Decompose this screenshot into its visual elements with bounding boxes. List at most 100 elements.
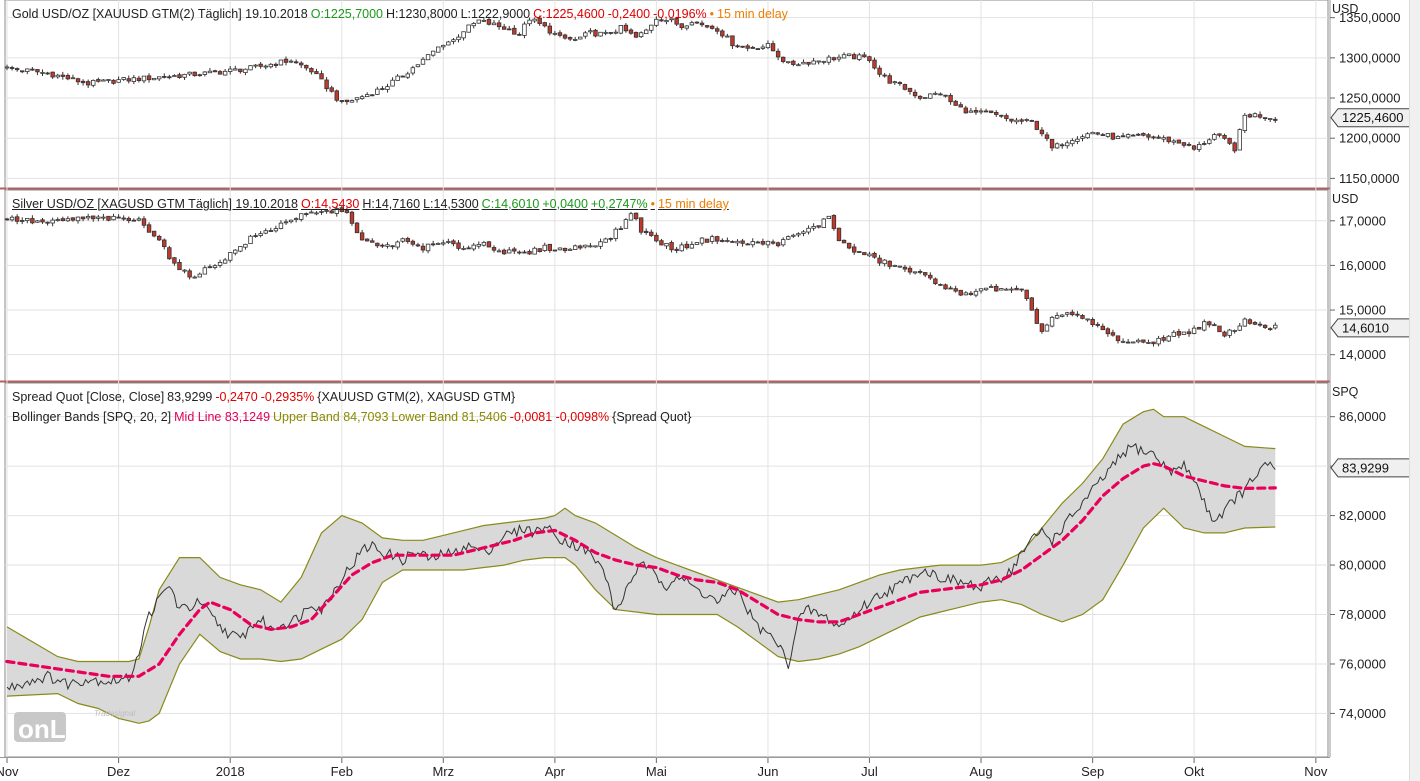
candle-up	[253, 64, 258, 67]
candle-up	[801, 231, 806, 234]
candle-down	[162, 76, 167, 78]
candle-down	[1044, 134, 1050, 139]
candle-down	[938, 93, 943, 96]
candle-up	[106, 79, 111, 81]
candle-down	[953, 100, 958, 106]
candle-up	[9, 216, 15, 221]
candle-up	[375, 88, 380, 95]
gold-title: Gold USD/OZ [XAUUSD GTM(2) Täglich] 19.1…	[12, 7, 308, 21]
candle-down	[253, 235, 258, 238]
gold-header: Gold USD/OZ [XAUUSD GTM(2) Täglich] 19.1…	[12, 7, 791, 21]
candle-down	[973, 109, 979, 113]
candle-down	[197, 74, 202, 77]
candle-up	[395, 241, 400, 248]
x-tick-label: Nov	[1304, 764, 1328, 779]
candle-up	[780, 239, 786, 246]
candle-up	[222, 259, 228, 264]
logo-text: onLine	[18, 714, 103, 744]
candle-up	[1131, 341, 1136, 344]
candle-down	[354, 222, 360, 234]
candle-up	[481, 19, 487, 22]
candle-down	[877, 257, 882, 264]
candle-down	[501, 26, 507, 30]
candle-up	[1252, 113, 1258, 118]
candle-down	[1141, 133, 1146, 136]
candle-down	[644, 230, 649, 233]
candle-up	[354, 97, 360, 101]
candle-down	[177, 262, 182, 271]
candle-up	[187, 71, 192, 75]
candle-up	[476, 19, 481, 24]
silver-title: Silver USD/OZ [XAGUSD GTM Täglich] 19.10…	[12, 197, 298, 211]
lower-band-line	[6, 507, 1276, 724]
y-tick-label: 78,0000	[1339, 607, 1386, 622]
gold-delay-dot: •	[709, 7, 715, 21]
candle-down	[699, 22, 705, 26]
candle-down	[349, 211, 355, 224]
candle-down	[1024, 289, 1029, 299]
candle-up	[857, 54, 862, 60]
candle-down	[1186, 143, 1192, 146]
logo-tag: Tradesignal	[94, 709, 135, 718]
candle-up	[1049, 316, 1055, 327]
candle-up	[689, 244, 695, 249]
candle-down	[745, 243, 750, 246]
candle-up	[583, 32, 588, 37]
candle-down	[217, 71, 223, 75]
candle-down	[496, 22, 502, 28]
candle-down	[902, 84, 908, 90]
candle-down	[1034, 309, 1040, 324]
candle-down	[720, 239, 725, 242]
candle-up	[451, 39, 456, 42]
y-tick-label: 16,0000	[1339, 258, 1386, 273]
candle-up	[806, 227, 811, 233]
candle-up	[578, 36, 583, 40]
candle-down	[162, 239, 167, 248]
candle-up	[567, 248, 573, 251]
candle-up	[415, 64, 421, 68]
candle-down	[1257, 114, 1263, 118]
silver-delay: 15 min delay	[657, 197, 729, 211]
candle-down	[1131, 134, 1136, 137]
candle-down	[943, 94, 948, 97]
candle-down	[344, 99, 350, 103]
candle-down	[1212, 324, 1217, 327]
candle-down	[329, 87, 334, 92]
candle-up	[75, 216, 81, 222]
candle-down	[1262, 324, 1268, 328]
candle-up	[228, 252, 233, 261]
candle-up	[263, 230, 268, 234]
y-tick-label: 1350,0000	[1339, 10, 1400, 25]
candle-up	[572, 39, 578, 41]
candle-down	[948, 94, 953, 103]
candle-down	[70, 217, 76, 221]
candles-500	[4, 205, 1278, 347]
gold-close: C:1225,4600	[533, 7, 605, 21]
y-tick-label: 82,0000	[1339, 508, 1386, 523]
lower-band-label: Lower Band 81,5406	[391, 410, 507, 424]
scrollbar[interactable]	[1409, 0, 1420, 781]
candle-down	[1004, 115, 1009, 119]
x-tick-label: Sep	[1081, 764, 1104, 779]
tradesignal-logo: onLine Tradesignal	[14, 706, 138, 746]
candle-up	[1273, 324, 1278, 329]
candle-up	[735, 240, 740, 244]
y-tick-label: 76,0000	[1339, 656, 1386, 671]
candle-up	[613, 228, 618, 239]
candle-up	[410, 67, 416, 74]
candle-down	[928, 274, 933, 279]
candle-up	[182, 73, 187, 78]
candle-up	[664, 20, 669, 23]
candle-up	[999, 288, 1004, 291]
candle-down	[923, 272, 928, 276]
candle-up	[390, 79, 395, 87]
candle-up	[1009, 288, 1014, 291]
last-value-label: 14,6010	[1342, 320, 1389, 335]
candle-up	[1105, 133, 1111, 137]
candle-up	[182, 269, 187, 272]
candle-down	[633, 212, 639, 220]
candle-down	[1029, 297, 1034, 311]
candle-up	[593, 245, 598, 248]
candle-up	[527, 19, 532, 25]
candle-down	[75, 78, 81, 83]
